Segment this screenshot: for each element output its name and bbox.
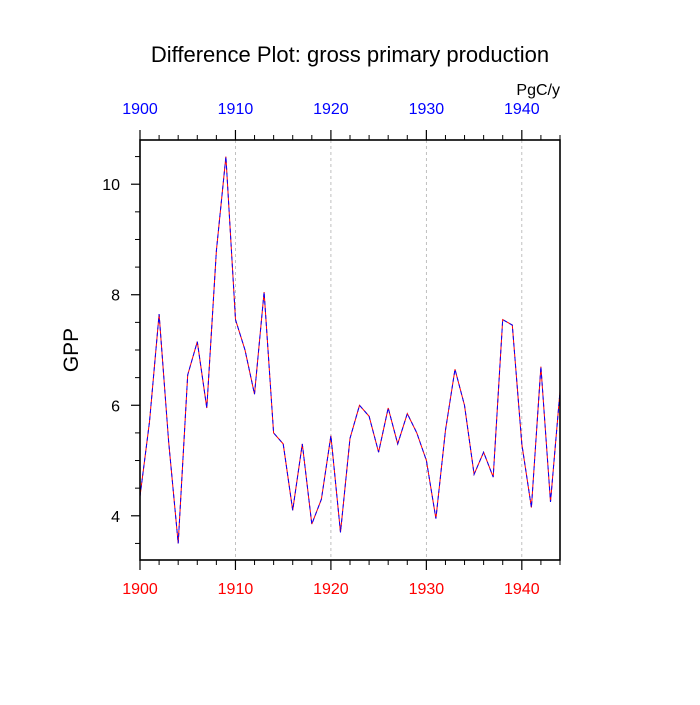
axes: 1900 1900 1910 1910 1920 1920 1930 1930 1940 1940… xyxy=(102,101,561,598)
y-tick-label-10: 10 xyxy=(102,177,120,194)
x-tick-label-top-1910: 1910 xyxy=(218,101,254,118)
series-line-red-0 xyxy=(139,156,561,544)
series-line-blue-0 xyxy=(139,156,561,544)
plot-frame xyxy=(139,139,561,561)
x-tick-label-top-1900: 1900 xyxy=(122,101,158,118)
x-tick-label-bottom-1900: 1900 xyxy=(122,581,158,598)
series-lines xyxy=(139,156,561,544)
units-label: PgC/y xyxy=(516,82,560,99)
x-tick-label-bottom-1920: 1920 xyxy=(313,581,349,598)
x-tick-label-bottom-1930: 1930 xyxy=(409,581,445,598)
x-tick-label-top-1930: 1930 xyxy=(409,101,445,118)
y-tick-label-8: 8 xyxy=(111,288,120,305)
x-tick-label-top-1920: 1920 xyxy=(313,101,349,118)
x-tick-label-bottom-1940: 1940 xyxy=(504,581,540,598)
y-tick-label-4: 4 xyxy=(111,509,120,526)
x-tick-label-top-1940: 1940 xyxy=(504,101,540,118)
y-tick-label-6: 6 xyxy=(111,398,120,415)
chart-title: Difference Plot: gross primary productio… xyxy=(151,42,549,67)
y-axis-label: GPP xyxy=(60,328,83,372)
grid-lines xyxy=(235,140,523,560)
x-tick-label-bottom-1910: 1910 xyxy=(218,581,254,598)
